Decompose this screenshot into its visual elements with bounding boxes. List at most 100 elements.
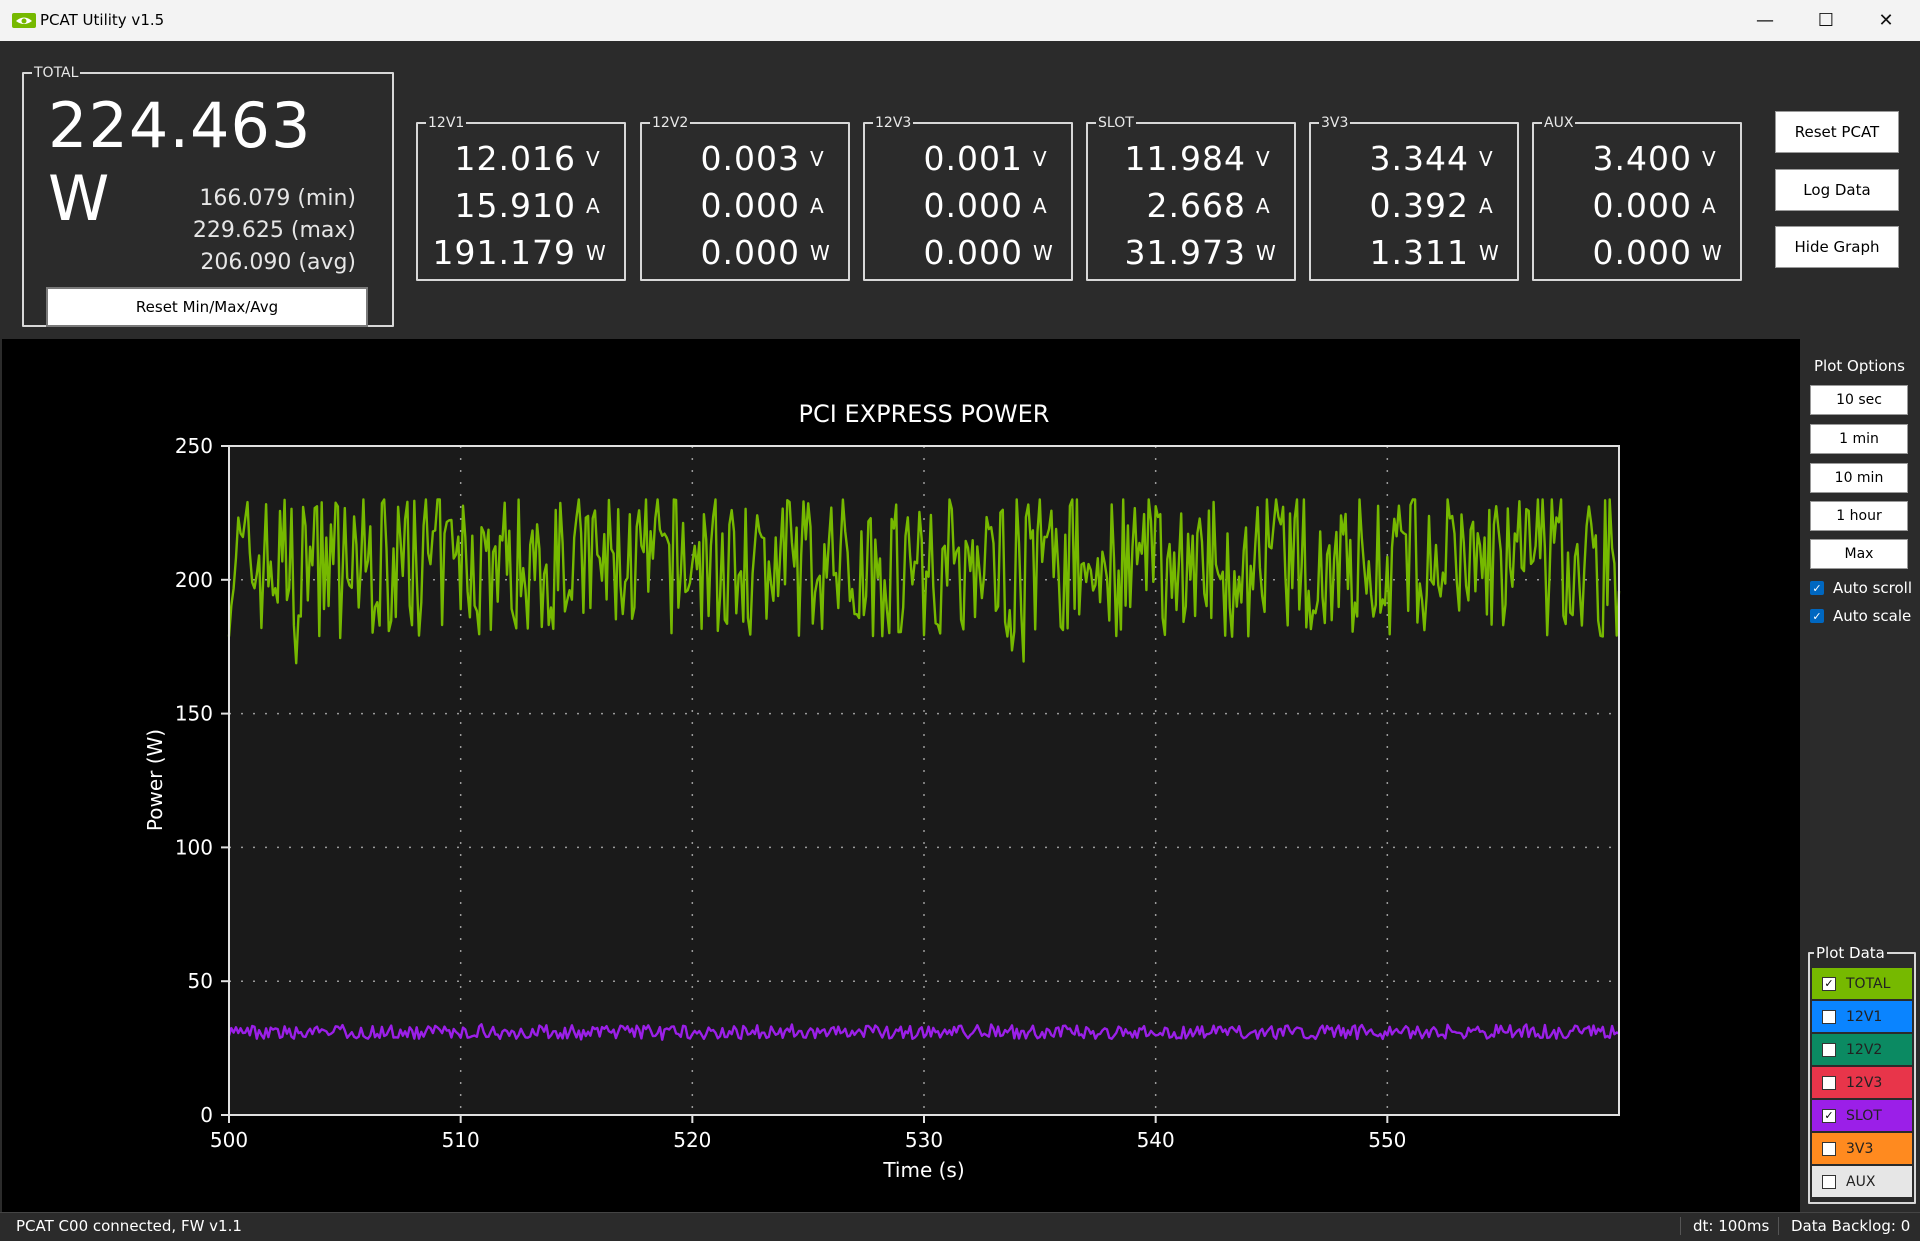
rail-group-aux: AUX 3.400 V 0.000 A 0.000 W — [1532, 115, 1742, 281]
rail-current: 15.910 — [454, 186, 576, 225]
plot-data-item-3v3[interactable]: 3V3 — [1812, 1133, 1912, 1164]
checkbox-icon[interactable] — [1822, 1009, 1836, 1024]
connection-status: PCAT C00 connected, FW v1.1 — [16, 1217, 242, 1235]
checkbox-icon[interactable] — [1822, 1141, 1836, 1156]
sample-interval: dt: 100ms — [1680, 1217, 1769, 1235]
unit-amps: A — [586, 194, 600, 218]
x-tick-label: 500 — [210, 1128, 248, 1152]
range-10-min-button[interactable]: 10 min — [1810, 463, 1908, 493]
log-data-button[interactable]: Log Data — [1775, 169, 1899, 211]
plot-data-item-slot[interactable]: ✓ SLOT — [1812, 1100, 1912, 1131]
auto-scale-checkbox[interactable]: ✓ Auto scale — [1810, 607, 1911, 625]
auto-scroll-label: Auto scroll — [1833, 579, 1913, 597]
range-max-button[interactable]: Max — [1810, 539, 1908, 569]
y-tick-label: 100 — [175, 835, 213, 859]
checkbox-icon[interactable] — [1822, 1174, 1836, 1189]
unit-watts: W — [586, 241, 606, 265]
rail-legend: AUX — [1544, 115, 1574, 131]
rail-group-12v3: 12V3 0.001 V 0.000 A 0.000 W — [863, 115, 1073, 281]
total-min-value: 166.079 (min) — [199, 186, 356, 211]
total-power-value: 224.463 W — [48, 89, 312, 235]
unit-watts: W — [1256, 241, 1276, 265]
rail-legend: 12V1 — [428, 115, 465, 131]
unit-watts: W — [1479, 241, 1499, 265]
unit-volts: V — [1702, 147, 1716, 171]
minimize-button[interactable]: — — [1735, 0, 1795, 41]
maximize-icon: ☐ — [1817, 10, 1835, 31]
rail-current: 0.000 — [1592, 186, 1692, 225]
chart-series — [227, 498, 1621, 1041]
range-10-sec-button[interactable]: 10 sec — [1810, 385, 1908, 415]
unit-amps: A — [1256, 194, 1270, 218]
plot-data-label: 12V2 — [1846, 1041, 1883, 1058]
plot-data-item-aux[interactable]: AUX — [1812, 1166, 1912, 1197]
y-tick-label: 150 — [175, 702, 213, 726]
rail-power: 1.311 — [1369, 233, 1469, 272]
plot-area[interactable]: 500 510 520 530 540 550 0 50 100 150 200 250 PCI EX… — [2, 339, 1800, 1212]
rail-voltage: 12.016 — [454, 139, 576, 178]
plot-data-label: SLOT — [1846, 1107, 1882, 1124]
checkbox-icon[interactable]: ✓ — [1822, 1108, 1836, 1123]
y-tick-label: 200 — [175, 568, 213, 592]
y-tick-label: 0 — [200, 1103, 213, 1127]
close-icon: ✕ — [1878, 10, 1894, 31]
x-tick-label: 550 — [1368, 1128, 1406, 1152]
unit-amps: A — [1033, 194, 1047, 218]
plot-data-item-12v2[interactable]: 12V2 — [1812, 1034, 1912, 1065]
nvidia-logo-icon — [12, 13, 36, 28]
rail-current: 0.000 — [700, 186, 800, 225]
unit-volts: V — [1479, 147, 1493, 171]
plot-data-label: 12V1 — [1846, 1008, 1883, 1025]
y-tick-label: 50 — [188, 969, 213, 993]
plot-options-panel: Plot Options 10 sec 1 min 10 min 1 hour … — [1800, 339, 1920, 1212]
maximize-button[interactable]: ☐ — [1796, 0, 1856, 41]
auto-scroll-checkbox[interactable]: ✓ Auto scroll — [1810, 579, 1912, 597]
rail-group-3v3: 3V3 3.344 V 0.392 A 1.311 W — [1309, 115, 1519, 281]
data-backlog: Data Backlog: 0 — [1778, 1217, 1910, 1235]
rail-legend: SLOT — [1098, 115, 1134, 131]
unit-volts: V — [810, 147, 824, 171]
y-axis-label: Power (W) — [143, 729, 167, 831]
rail-power: 0.000 — [700, 233, 800, 272]
x-tick-label: 520 — [673, 1128, 711, 1152]
status-bar: PCAT C00 connected, FW v1.1 dt: 100ms Da… — [0, 1212, 1920, 1241]
unit-amps: A — [810, 194, 824, 218]
range-1-hour-button[interactable]: 1 hour — [1810, 501, 1908, 531]
x-tick-label: 540 — [1137, 1128, 1175, 1152]
window-title: PCAT Utility v1.5 — [40, 11, 165, 29]
plot-data-label: 3V3 — [1846, 1140, 1874, 1157]
unit-watts: W — [1033, 241, 1053, 265]
rail-current: 0.392 — [1369, 186, 1469, 225]
y-tick-label: 250 — [175, 434, 213, 458]
checkmark-icon: ✓ — [1810, 609, 1824, 623]
checkbox-icon[interactable]: ✓ — [1822, 976, 1836, 991]
unit-volts: V — [1033, 147, 1047, 171]
unit-volts: V — [1256, 147, 1270, 171]
series-line-slot — [227, 1023, 1620, 1041]
total-legend: TOTAL — [34, 65, 79, 81]
close-button[interactable]: ✕ — [1856, 0, 1916, 41]
power-chart[interactable]: 500 510 520 530 540 550 0 50 100 150 200 250 PCI EX… — [2, 339, 1800, 1212]
plot-data-item-12v1[interactable]: 12V1 — [1812, 1001, 1912, 1032]
total-group: TOTAL 224.463 W 166.079 (min) 229.625 (m… — [22, 65, 394, 327]
plot-data-title: Plot Data — [1816, 944, 1885, 962]
rail-power: 31.973 — [1124, 233, 1246, 272]
rail-current: 0.000 — [923, 186, 1023, 225]
x-tick-label: 530 — [905, 1128, 943, 1152]
plot-data-label: 12V3 — [1846, 1074, 1883, 1091]
reset-min-max-avg-button[interactable]: Reset Min/Max/Avg — [46, 287, 368, 327]
rail-legend: 12V2 — [652, 115, 689, 131]
range-1-min-button[interactable]: 1 min — [1810, 424, 1908, 454]
rail-voltage: 11.984 — [1124, 139, 1246, 178]
hide-graph-button[interactable]: Hide Graph — [1775, 226, 1899, 268]
plot-data-item-total[interactable]: ✓ TOTAL — [1812, 968, 1912, 999]
rail-power: 0.000 — [923, 233, 1023, 272]
checkbox-icon[interactable] — [1822, 1075, 1836, 1090]
rail-group-12v2: 12V2 0.003 V 0.000 A 0.000 W — [640, 115, 850, 281]
checkbox-icon[interactable] — [1822, 1042, 1836, 1057]
total-max-value: 229.625 (max) — [192, 218, 356, 243]
reset-pcat-button[interactable]: Reset PCAT — [1775, 111, 1899, 153]
chart-ticks: 500 510 520 530 540 550 0 50 100 150 200 250 — [175, 434, 1407, 1152]
plot-options-title: Plot Options — [1814, 357, 1905, 375]
plot-data-item-12v3[interactable]: 12V3 — [1812, 1067, 1912, 1098]
